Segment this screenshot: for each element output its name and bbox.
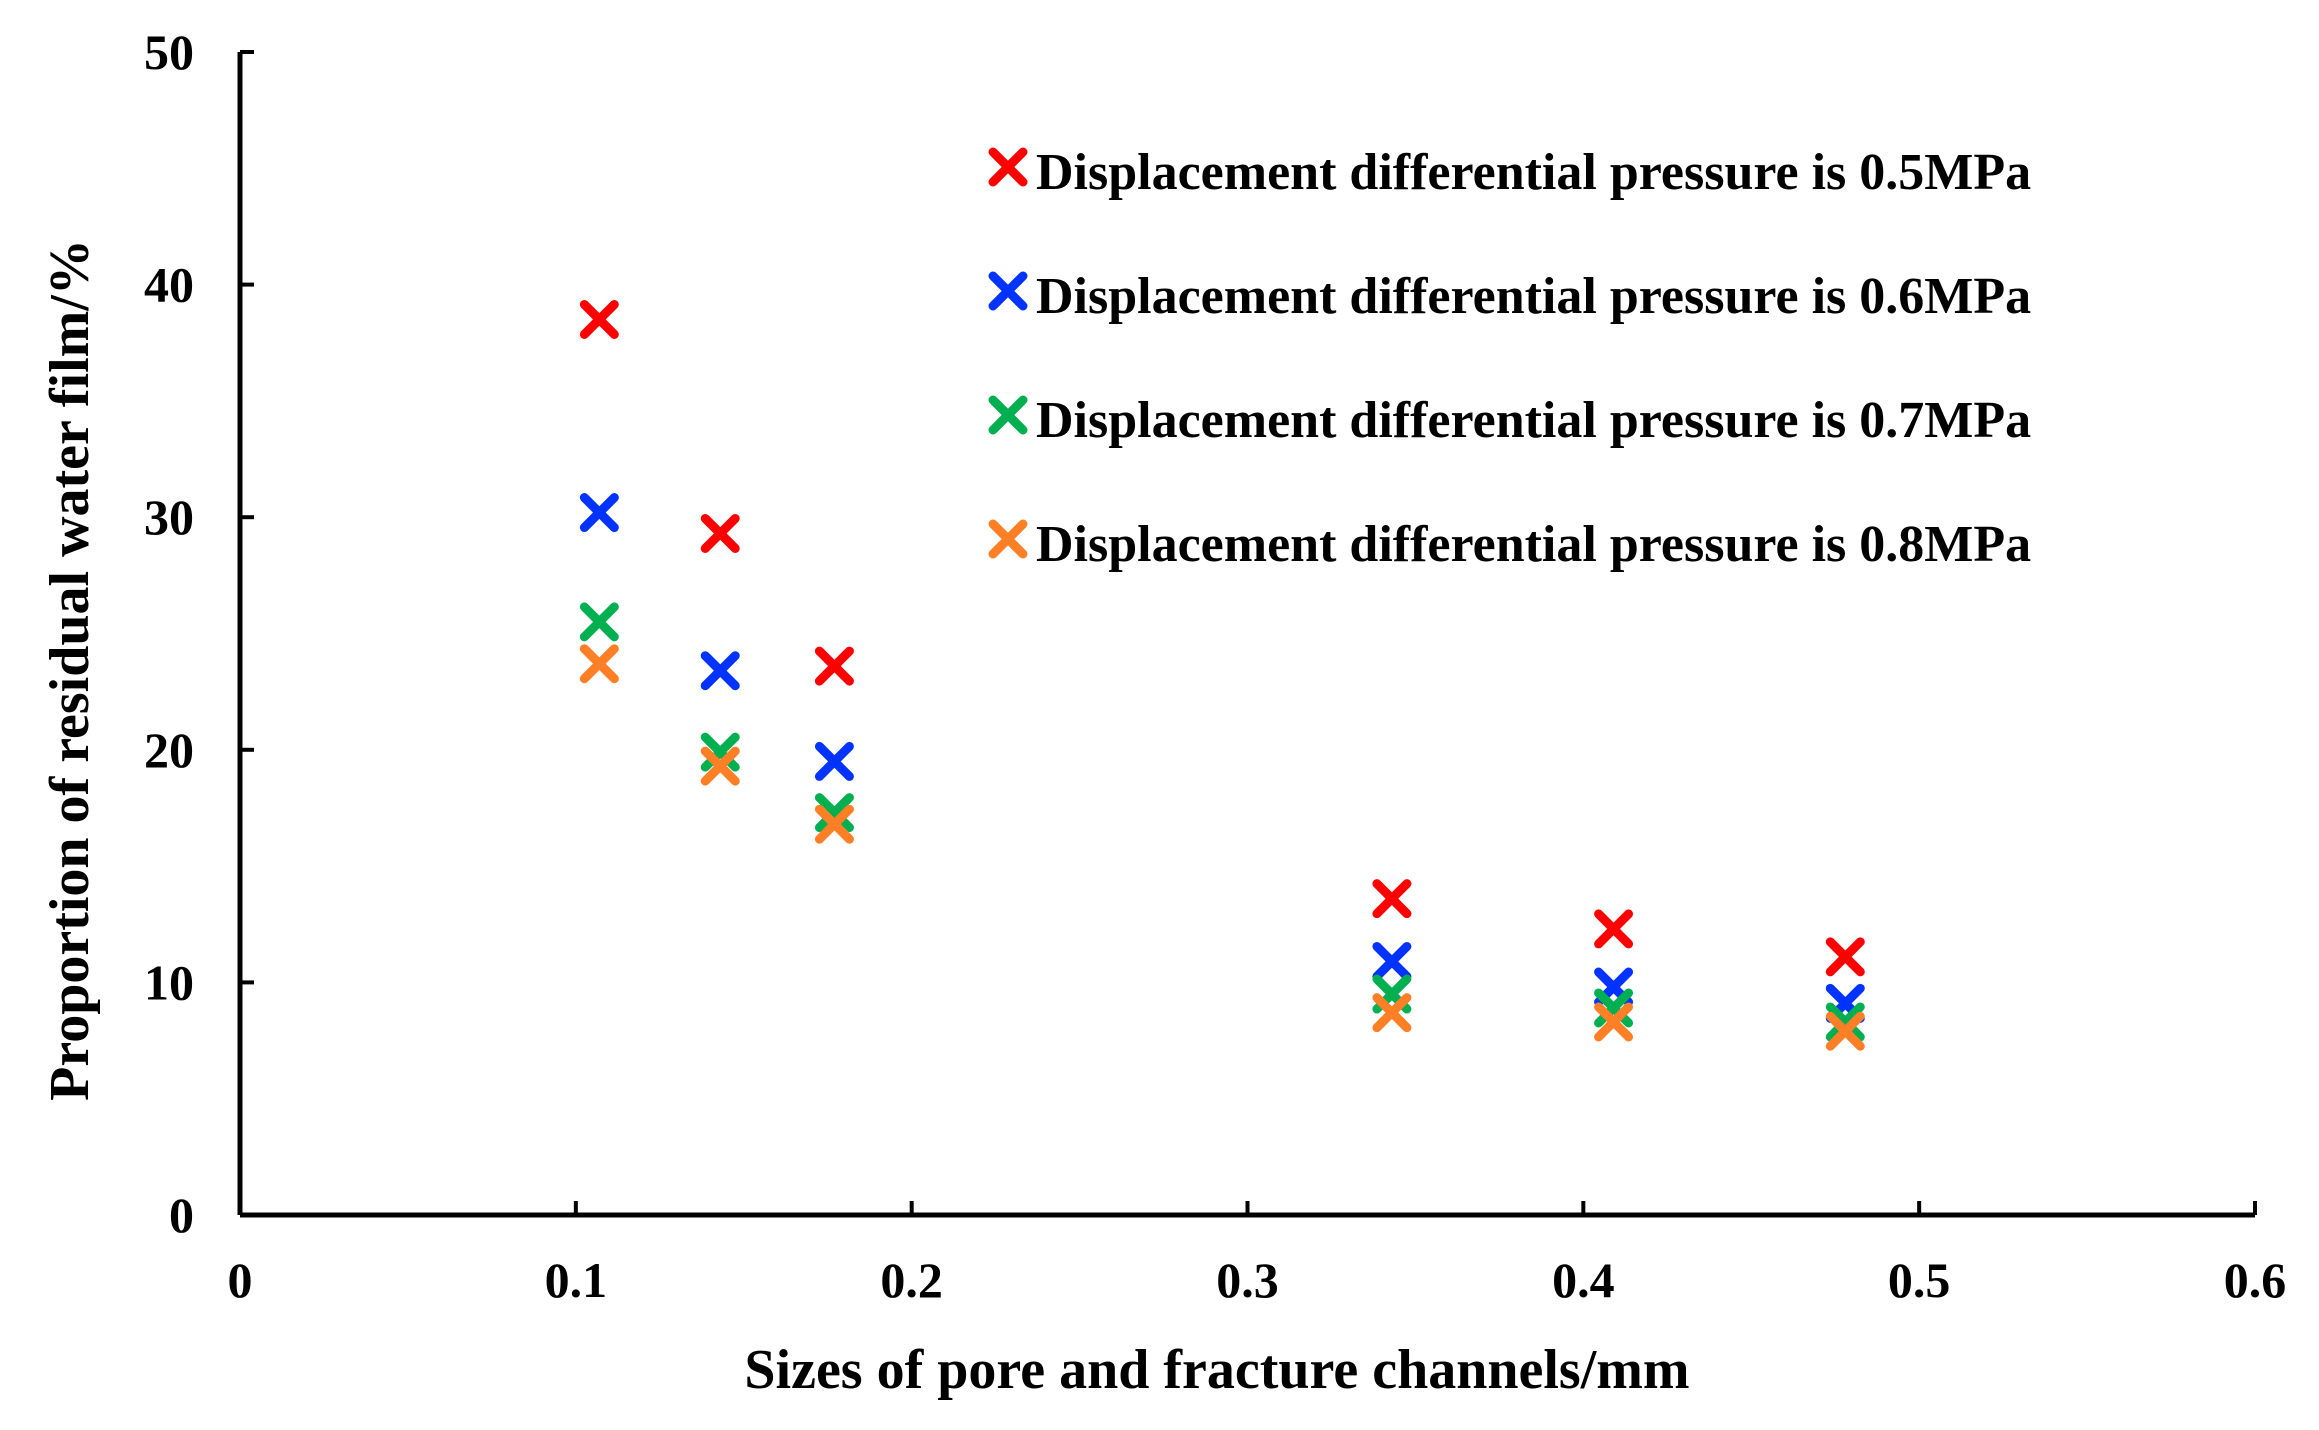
x-tick-label: 0 bbox=[228, 1252, 253, 1308]
y-axis-title: Proportion of residual water film/% bbox=[39, 239, 101, 1101]
data-point bbox=[814, 793, 854, 833]
x-axis-ticks: 0 0.1 0.2 0.3 0.4 0.5 0.6 bbox=[228, 1201, 2287, 1308]
data-points bbox=[579, 299, 1865, 1051]
data-point bbox=[1825, 937, 1865, 977]
x-tick-label: 0.2 bbox=[880, 1252, 943, 1308]
data-point bbox=[579, 602, 619, 642]
legend-marker bbox=[988, 395, 1028, 435]
legend: Displacement differential pressure is 0.… bbox=[988, 144, 2031, 573]
series-2 bbox=[579, 493, 1865, 1023]
legend-label: Displacement differential pressure is 0.… bbox=[1036, 144, 2031, 201]
legend-label: Displacement differential pressure is 0.… bbox=[1036, 392, 2031, 449]
y-tick-label: 10 bbox=[144, 954, 194, 1010]
data-point bbox=[1372, 879, 1412, 919]
x-tick-label: 0.5 bbox=[1888, 1252, 1951, 1308]
axes bbox=[237, 52, 2255, 1218]
x-tick-label: 0.4 bbox=[1552, 1252, 1615, 1308]
series-4 bbox=[579, 644, 1865, 1051]
legend-marker bbox=[988, 147, 1028, 187]
data-point bbox=[579, 299, 619, 339]
data-point bbox=[1825, 1011, 1865, 1051]
y-axis-ticks: 0 10 20 30 40 50 bbox=[144, 24, 254, 1243]
x-tick-label: 0.3 bbox=[1216, 1252, 1279, 1308]
y-tick-label: 50 bbox=[144, 24, 194, 80]
data-point bbox=[1372, 993, 1412, 1033]
series-3 bbox=[579, 602, 1865, 1042]
x-axis-title: Sizes of pore and fracture channels/mm bbox=[744, 1339, 1689, 1401]
data-point bbox=[1825, 1002, 1865, 1042]
legend-label: Displacement differential pressure is 0.… bbox=[1036, 516, 2031, 573]
legend-marker bbox=[988, 271, 1028, 311]
legend-label: Displacement differential pressure is 0.… bbox=[1036, 268, 2031, 325]
data-point bbox=[700, 746, 740, 786]
y-tick-label: 20 bbox=[144, 722, 194, 778]
y-tick-label: 0 bbox=[169, 1187, 194, 1243]
data-point bbox=[579, 644, 619, 684]
data-point bbox=[1372, 941, 1412, 981]
data-point bbox=[700, 651, 740, 691]
y-tick-label: 30 bbox=[144, 489, 194, 545]
series-1 bbox=[579, 299, 1865, 977]
data-point bbox=[1594, 1002, 1634, 1042]
x-tick-label: 0.6 bbox=[2224, 1252, 2287, 1308]
data-point bbox=[814, 741, 854, 781]
x-tick-label: 0.1 bbox=[545, 1252, 608, 1308]
data-point bbox=[814, 646, 854, 686]
data-point bbox=[814, 804, 854, 844]
data-point bbox=[700, 513, 740, 553]
data-point bbox=[1594, 909, 1634, 949]
y-tick-label: 40 bbox=[144, 257, 194, 313]
legend-marker bbox=[988, 519, 1028, 559]
data-point bbox=[579, 493, 619, 533]
